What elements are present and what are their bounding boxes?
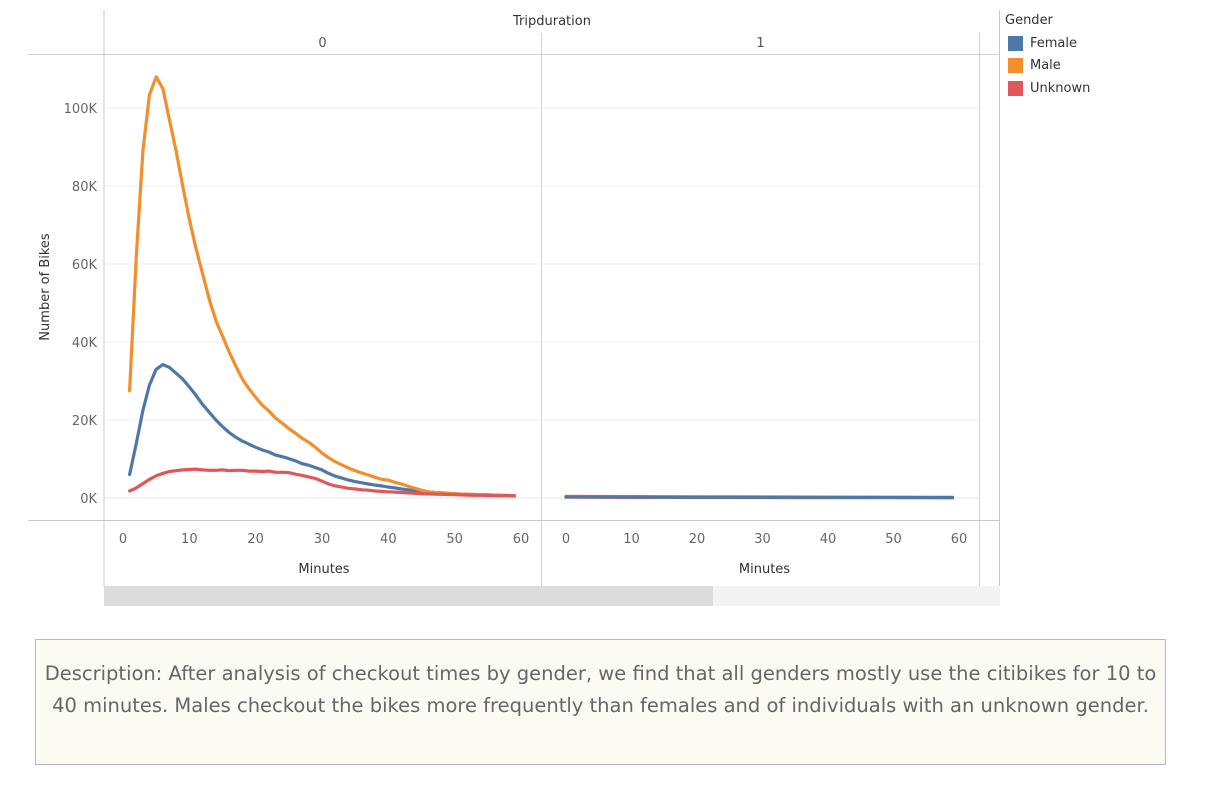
legend-label-male: Male — [1030, 58, 1061, 74]
legend-label-female: Female — [1030, 35, 1078, 51]
y-axis-label: Number of Bikes — [38, 233, 53, 341]
horizontal-scrollbar[interactable] — [104, 586, 1000, 606]
x-tick-label: 40 — [820, 532, 837, 547]
y-tick-label: 20K — [72, 414, 98, 429]
legend-title: Gender — [1005, 13, 1053, 28]
x-axes: 0 10 20 30 40 50 60 Minutes 0 10 20 30 40 50 60 Minutes — [119, 532, 967, 577]
y-tick-label: 40K — [72, 336, 98, 351]
x-tick-label: 30 — [754, 532, 771, 547]
legend: Gender Female Male Unknown — [1004, 13, 1090, 100]
series-line-female-panel-0 — [128, 363, 517, 498]
series-line-female-panel-1 — [564, 495, 955, 500]
description-box: Description: After analysis of checkout … — [35, 639, 1166, 765]
panel-header-0: 0 — [318, 36, 326, 51]
legend-swatch-female — [1008, 35, 1023, 51]
legend-item-male[interactable]: Male — [1004, 55, 1090, 78]
x-tick-label: 50 — [885, 532, 902, 547]
x-tick-label: 0 — [119, 532, 127, 547]
legend-swatch-male — [1008, 58, 1023, 74]
y-tick-label: 80K — [72, 180, 98, 195]
gridlines — [104, 107, 979, 499]
description-text: Description: After analysis of checkout … — [44, 662, 1157, 717]
legend-label-unknown: Unknown — [1030, 80, 1091, 96]
column-header-title: Tripduration — [512, 14, 591, 29]
series-line-unknown-panel-0 — [128, 467, 517, 498]
x-tick-label: 40 — [380, 532, 397, 547]
legend-item-female[interactable]: Female — [1004, 32, 1090, 55]
x-tick-label: 60 — [513, 532, 530, 547]
x-tick-label: 30 — [314, 532, 331, 547]
x-tick-label: 20 — [689, 532, 706, 547]
series-line-male-panel-0 — [128, 75, 517, 498]
panel-header-1: 1 — [756, 36, 764, 51]
series-lines — [128, 75, 955, 500]
x-tick-label: 10 — [623, 532, 640, 547]
x-axis-label: Minutes — [298, 562, 349, 577]
x-tick-label: 50 — [446, 532, 463, 547]
x-tick-label: 60 — [951, 532, 968, 547]
legend-item-unknown[interactable]: Unknown — [1004, 77, 1090, 100]
y-tick-label: 60K — [72, 258, 98, 273]
y-axis: 0K 20K 40K 60K 80K 100K — [64, 102, 98, 507]
chart-frame — [28, 10, 1000, 586]
x-axis-label: Minutes — [739, 562, 790, 577]
y-tick-label: 100K — [64, 102, 98, 117]
scrollbar-thumb[interactable] — [104, 586, 714, 606]
y-tick-label: 0K — [80, 492, 97, 507]
legend-swatch-unknown — [1008, 80, 1023, 96]
x-tick-label: 20 — [247, 532, 264, 547]
x-tick-label: 10 — [181, 532, 198, 547]
x-tick-label: 0 — [562, 532, 570, 547]
